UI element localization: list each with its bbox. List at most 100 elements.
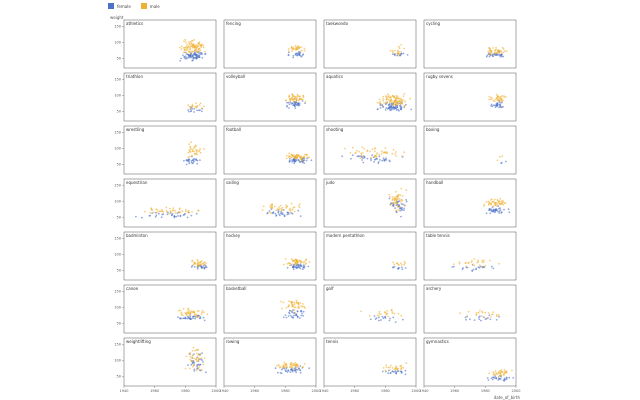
point-female <box>392 316 395 319</box>
point-male <box>205 262 207 265</box>
point-male <box>297 304 300 306</box>
point-male <box>196 310 199 312</box>
point-female <box>180 57 183 60</box>
point-female <box>503 379 506 381</box>
facet-gymnastics: gymnastics 1940 1960 1980 2000 <box>420 337 520 393</box>
point-male <box>489 51 491 54</box>
point-female <box>392 266 394 269</box>
point-male <box>303 260 306 263</box>
point-male <box>161 210 164 213</box>
point-female <box>197 54 200 57</box>
point-female <box>384 109 387 111</box>
point-female <box>404 373 407 376</box>
y-tick-label: 150 <box>114 237 121 241</box>
point-female <box>469 318 471 321</box>
point-female <box>406 53 409 56</box>
y-tick-label: 150 <box>114 131 121 135</box>
point-female <box>505 376 508 379</box>
point-female <box>296 159 298 162</box>
point-male <box>300 305 302 308</box>
point-female <box>297 264 300 267</box>
point-female <box>193 53 196 56</box>
point-female <box>397 267 399 270</box>
point-female <box>291 212 294 215</box>
point-male <box>496 199 499 201</box>
point-male <box>196 356 199 359</box>
point-male <box>190 310 193 313</box>
facet-frame <box>223 19 317 69</box>
point-male <box>495 314 498 317</box>
facet-volleyball: volleyball <box>223 72 317 122</box>
point-male <box>398 205 401 208</box>
facet-frame <box>123 284 217 334</box>
point-male <box>488 53 491 56</box>
point-male <box>200 313 203 316</box>
point-male <box>301 49 303 52</box>
point-female <box>185 163 188 166</box>
point-male <box>496 373 498 376</box>
point-female <box>396 106 399 108</box>
point-male <box>394 97 396 99</box>
x-tick-label: 1980 <box>381 389 390 393</box>
point-male <box>488 95 491 98</box>
facet-shooting: shooting <box>323 125 417 175</box>
point-female <box>290 102 293 105</box>
point-male <box>499 155 501 158</box>
point-male <box>183 49 186 52</box>
point-male <box>492 311 494 313</box>
facet-title: boxing <box>426 127 440 132</box>
point-male <box>296 259 299 261</box>
point-female <box>396 54 399 57</box>
point-female <box>292 268 295 271</box>
point-male <box>287 48 290 50</box>
point-male <box>400 44 403 46</box>
x-tick-label: 1960 <box>250 389 259 393</box>
point-female <box>381 315 384 318</box>
point-male <box>401 195 404 197</box>
point-male <box>483 203 486 206</box>
facet-triathlon: triathlon 50 100 150 <box>114 72 217 122</box>
point-male <box>180 311 183 314</box>
facet-title: handball <box>426 180 443 185</box>
point-male <box>195 106 198 109</box>
point-male <box>475 313 478 316</box>
facet-frame <box>323 72 417 122</box>
point-female <box>188 54 190 57</box>
point-female <box>193 111 196 113</box>
point-female <box>201 352 204 354</box>
point-male <box>403 263 405 266</box>
point-female <box>391 53 394 55</box>
point-male <box>381 105 384 107</box>
point-male <box>471 260 473 262</box>
point-male <box>203 264 206 266</box>
point-male <box>269 204 272 207</box>
point-female <box>166 213 169 216</box>
point-female <box>477 316 480 319</box>
facet-frame <box>323 284 417 334</box>
facet-equestrian: equestrian 50 100 150 <box>114 178 217 228</box>
point-male <box>375 155 378 158</box>
point-female <box>377 162 380 165</box>
point-female <box>491 105 494 108</box>
point-female <box>193 353 195 355</box>
point-female <box>497 379 500 381</box>
point-male <box>400 99 402 101</box>
point-female <box>171 213 174 215</box>
point-female <box>285 316 288 319</box>
facet-title: golf <box>326 286 334 291</box>
point-male <box>400 187 403 190</box>
point-female <box>288 107 290 109</box>
point-male <box>453 263 455 266</box>
point-male <box>401 155 403 158</box>
point-female <box>204 52 207 55</box>
point-female <box>296 310 299 313</box>
point-male <box>399 101 402 104</box>
point-male <box>202 44 205 47</box>
point-female <box>388 104 390 107</box>
point-female <box>499 104 501 106</box>
point-female <box>298 264 301 267</box>
point-male <box>386 93 389 95</box>
point-male <box>391 95 394 97</box>
point-female <box>356 155 359 158</box>
point-female <box>186 216 189 219</box>
